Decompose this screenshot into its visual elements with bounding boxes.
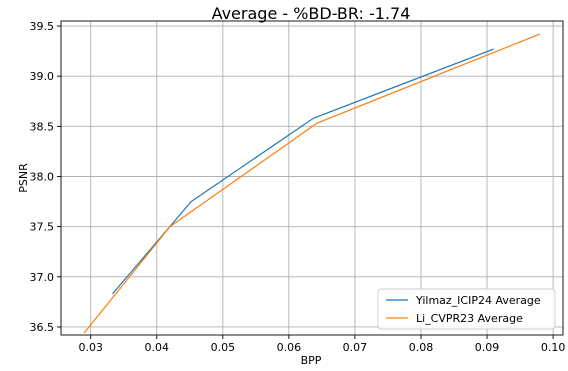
y-tick-label: 36.5 xyxy=(30,321,55,334)
x-tick-label: 0.04 xyxy=(145,341,170,354)
x-tick-label: 0.03 xyxy=(78,341,103,354)
legend-label-yilmaz: Yilmaz_ICIP24 Average xyxy=(415,294,541,307)
series-line-li-cvpr23 xyxy=(83,33,541,334)
x-tick-label: 0.09 xyxy=(475,341,500,354)
y-tick-label: 39.5 xyxy=(30,20,55,33)
grid xyxy=(61,21,563,335)
x-tick-label: 0.06 xyxy=(277,341,302,354)
y-tick-label: 38.0 xyxy=(30,171,55,184)
x-tick-label: 0.07 xyxy=(343,341,368,354)
x-tick-label: 0.10 xyxy=(541,341,566,354)
y-axis-label: PSNR xyxy=(17,163,30,193)
y-tick-label: 39.0 xyxy=(30,70,55,83)
y-tick-label: 37.5 xyxy=(30,221,55,234)
legend-box xyxy=(377,288,556,330)
y-tick-label: 37.0 xyxy=(30,271,55,284)
legend-label-li: Li_CVPR23 Average xyxy=(416,312,523,325)
series-lines xyxy=(83,33,541,334)
x-axis-label: BPP xyxy=(301,354,322,367)
x-tick-label: 0.05 xyxy=(211,341,236,354)
series-line-yilmaz-icip24 xyxy=(112,48,494,295)
axis-ticks: 0.03 0.04 0.05 0.06 0.07 0.08 0.09 0.10 36.5 37.0… xyxy=(30,20,566,354)
y-tick-label: 38.5 xyxy=(30,120,55,133)
legend: Yilmaz_ICIP24 Average Li_CVPR23 Average xyxy=(377,288,556,330)
plot-area-frame xyxy=(60,20,564,336)
chart-title: Average - %BD-BR: -1.74 xyxy=(212,4,411,23)
x-tick-label: 0.08 xyxy=(409,341,434,354)
